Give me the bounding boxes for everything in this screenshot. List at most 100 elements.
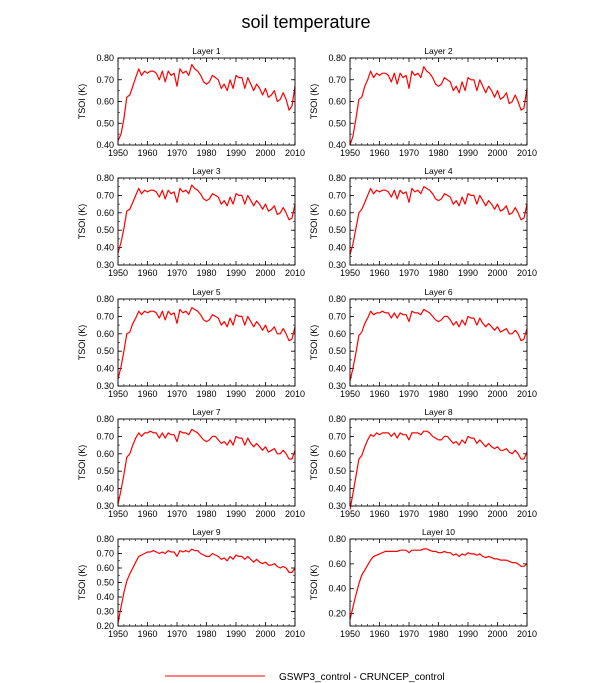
- x-tick-label: 1960: [369, 389, 389, 399]
- y-tick-label: 0.70: [328, 75, 346, 85]
- x-tick-label: 1990: [226, 509, 246, 519]
- x-tick-label: 1980: [196, 629, 216, 639]
- y-tick-label: 0.80: [96, 53, 114, 63]
- x-tick-label: 1950: [340, 389, 360, 399]
- x-tick-label: 2000: [487, 148, 507, 158]
- y-axis-label: TSOI (K): [309, 565, 319, 601]
- y-tick-label: 0.60: [328, 449, 346, 459]
- y-tick-label: 0.60: [96, 97, 114, 107]
- y-tick-label: 0.30: [96, 260, 114, 270]
- x-tick-label: 2000: [255, 268, 275, 278]
- series-line: [117, 428, 296, 505]
- plot-frame: [117, 538, 296, 627]
- y-tick-label: 0.30: [96, 607, 114, 617]
- plot-frame: [349, 177, 528, 266]
- y-tick-label: 0.80: [328, 414, 346, 424]
- y-tick-label: 0.60: [96, 208, 114, 218]
- x-tick-label: 1980: [428, 629, 448, 639]
- x-tick-label: 1960: [369, 148, 389, 158]
- y-tick-label: 0.70: [96, 431, 114, 441]
- y-tick-label: 0.40: [328, 484, 346, 494]
- x-tick-label: 2010: [285, 148, 305, 158]
- series-line: [349, 308, 528, 381]
- plot-frame: [117, 177, 296, 266]
- y-tick-label: 0.80: [96, 294, 114, 304]
- x-tick-label: 1990: [226, 389, 246, 399]
- x-tick-label: 1970: [167, 268, 187, 278]
- panel-title: Layer 4: [424, 166, 453, 176]
- x-tick-label: 2000: [487, 389, 507, 399]
- x-tick-label: 1970: [399, 629, 419, 639]
- x-tick-label: 1950: [108, 389, 128, 399]
- plot-frame: [349, 298, 528, 387]
- y-tick-label: 0.50: [328, 225, 346, 235]
- x-tick-label: 1960: [369, 268, 389, 278]
- panel-1: Layer 1 TSOI (K) 1950 1960 1970 1980 1990 2000 2…: [77, 46, 305, 158]
- series-line: [117, 548, 296, 624]
- x-tick-label: 1980: [196, 509, 216, 519]
- x-tick-label: 1960: [137, 389, 157, 399]
- x-tick-label: 1970: [399, 389, 419, 399]
- y-tick-label: 0.50: [96, 346, 114, 356]
- plot-frame: [349, 538, 528, 627]
- y-tick-label: 0.40: [96, 484, 114, 494]
- y-tick-label: 0.60: [328, 97, 346, 107]
- y-tick-label: 0.80: [328, 173, 346, 183]
- panel-title: Layer 2: [424, 46, 453, 56]
- x-tick-label: 1950: [108, 268, 128, 278]
- x-tick-label: 1950: [340, 268, 360, 278]
- x-tick-label: 2000: [487, 268, 507, 278]
- panel-title: Layer 5: [192, 287, 221, 297]
- x-tick-label: 2010: [517, 148, 537, 158]
- y-tick-label: 0.70: [96, 549, 114, 559]
- panel-title: Layer 6: [424, 287, 453, 297]
- x-tick-label: 1950: [340, 629, 360, 639]
- legend-label: GSWP3_control - CRUNCEP_control: [279, 672, 445, 683]
- panel-title: Layer 7: [192, 407, 221, 417]
- y-tick-label: 0.70: [96, 190, 114, 200]
- y-tick-label: 0.40: [328, 584, 346, 594]
- x-tick-label: 1990: [226, 148, 246, 158]
- y-tick-label: 0.30: [96, 381, 114, 391]
- x-tick-label: 1990: [458, 148, 478, 158]
- y-axis-label: TSOI (K): [309, 84, 319, 120]
- x-tick-label: 1960: [137, 148, 157, 158]
- series-line: [349, 186, 528, 255]
- x-tick-label: 2000: [487, 509, 507, 519]
- panels: Layer 1 TSOI (K) 1950 1960 1970 1980 1990 2000 2…: [77, 46, 537, 639]
- series-line: [117, 184, 296, 253]
- y-tick-label: 0.60: [96, 563, 114, 573]
- x-tick-label: 1970: [399, 268, 419, 278]
- y-tick-label: 0.40: [96, 140, 114, 150]
- x-tick-label: 1960: [137, 509, 157, 519]
- panel-3: Layer 3 TSOI (K) 1950 1960 1970 1980 1990 2000 2…: [77, 166, 305, 278]
- x-tick-label: 2000: [255, 509, 275, 519]
- panel-9: Layer 9 TSOI (K) 1950 1960 1970 1980 1990 2000 2…: [77, 527, 305, 639]
- panel-5: Layer 5 TSOI (K) 1950 1960 1970 1980 1990 2000 2…: [77, 287, 305, 399]
- x-tick-label: 1950: [108, 509, 128, 519]
- x-tick-label: 1970: [167, 389, 187, 399]
- plot-frame: [117, 57, 296, 146]
- x-tick-label: 1960: [137, 268, 157, 278]
- x-tick-label: 1980: [428, 509, 448, 519]
- y-tick-label: 0.40: [328, 140, 346, 150]
- x-tick-label: 2010: [517, 629, 537, 639]
- x-tick-label: 1980: [196, 389, 216, 399]
- y-axis-label: TSOI (K): [77, 84, 87, 120]
- y-tick-label: 0.30: [328, 381, 346, 391]
- y-tick-label: 0.20: [328, 609, 346, 619]
- y-tick-label: 0.80: [96, 173, 114, 183]
- y-tick-label: 0.70: [96, 311, 114, 321]
- x-tick-label: 1980: [428, 268, 448, 278]
- panel-title: Layer 3: [192, 166, 221, 176]
- x-tick-label: 2010: [285, 509, 305, 519]
- panel-8: Layer 8 TSOI (K) 1950 1960 1970 1980 1990 2000 2…: [309, 407, 537, 519]
- y-tick-label: 0.80: [96, 414, 114, 424]
- x-tick-label: 1980: [428, 148, 448, 158]
- x-tick-label: 1970: [399, 148, 419, 158]
- plot-frame: [117, 298, 296, 387]
- y-tick-label: 0.40: [96, 243, 114, 253]
- x-tick-label: 1970: [399, 509, 419, 519]
- y-tick-label: 0.80: [328, 294, 346, 304]
- x-tick-label: 2000: [255, 389, 275, 399]
